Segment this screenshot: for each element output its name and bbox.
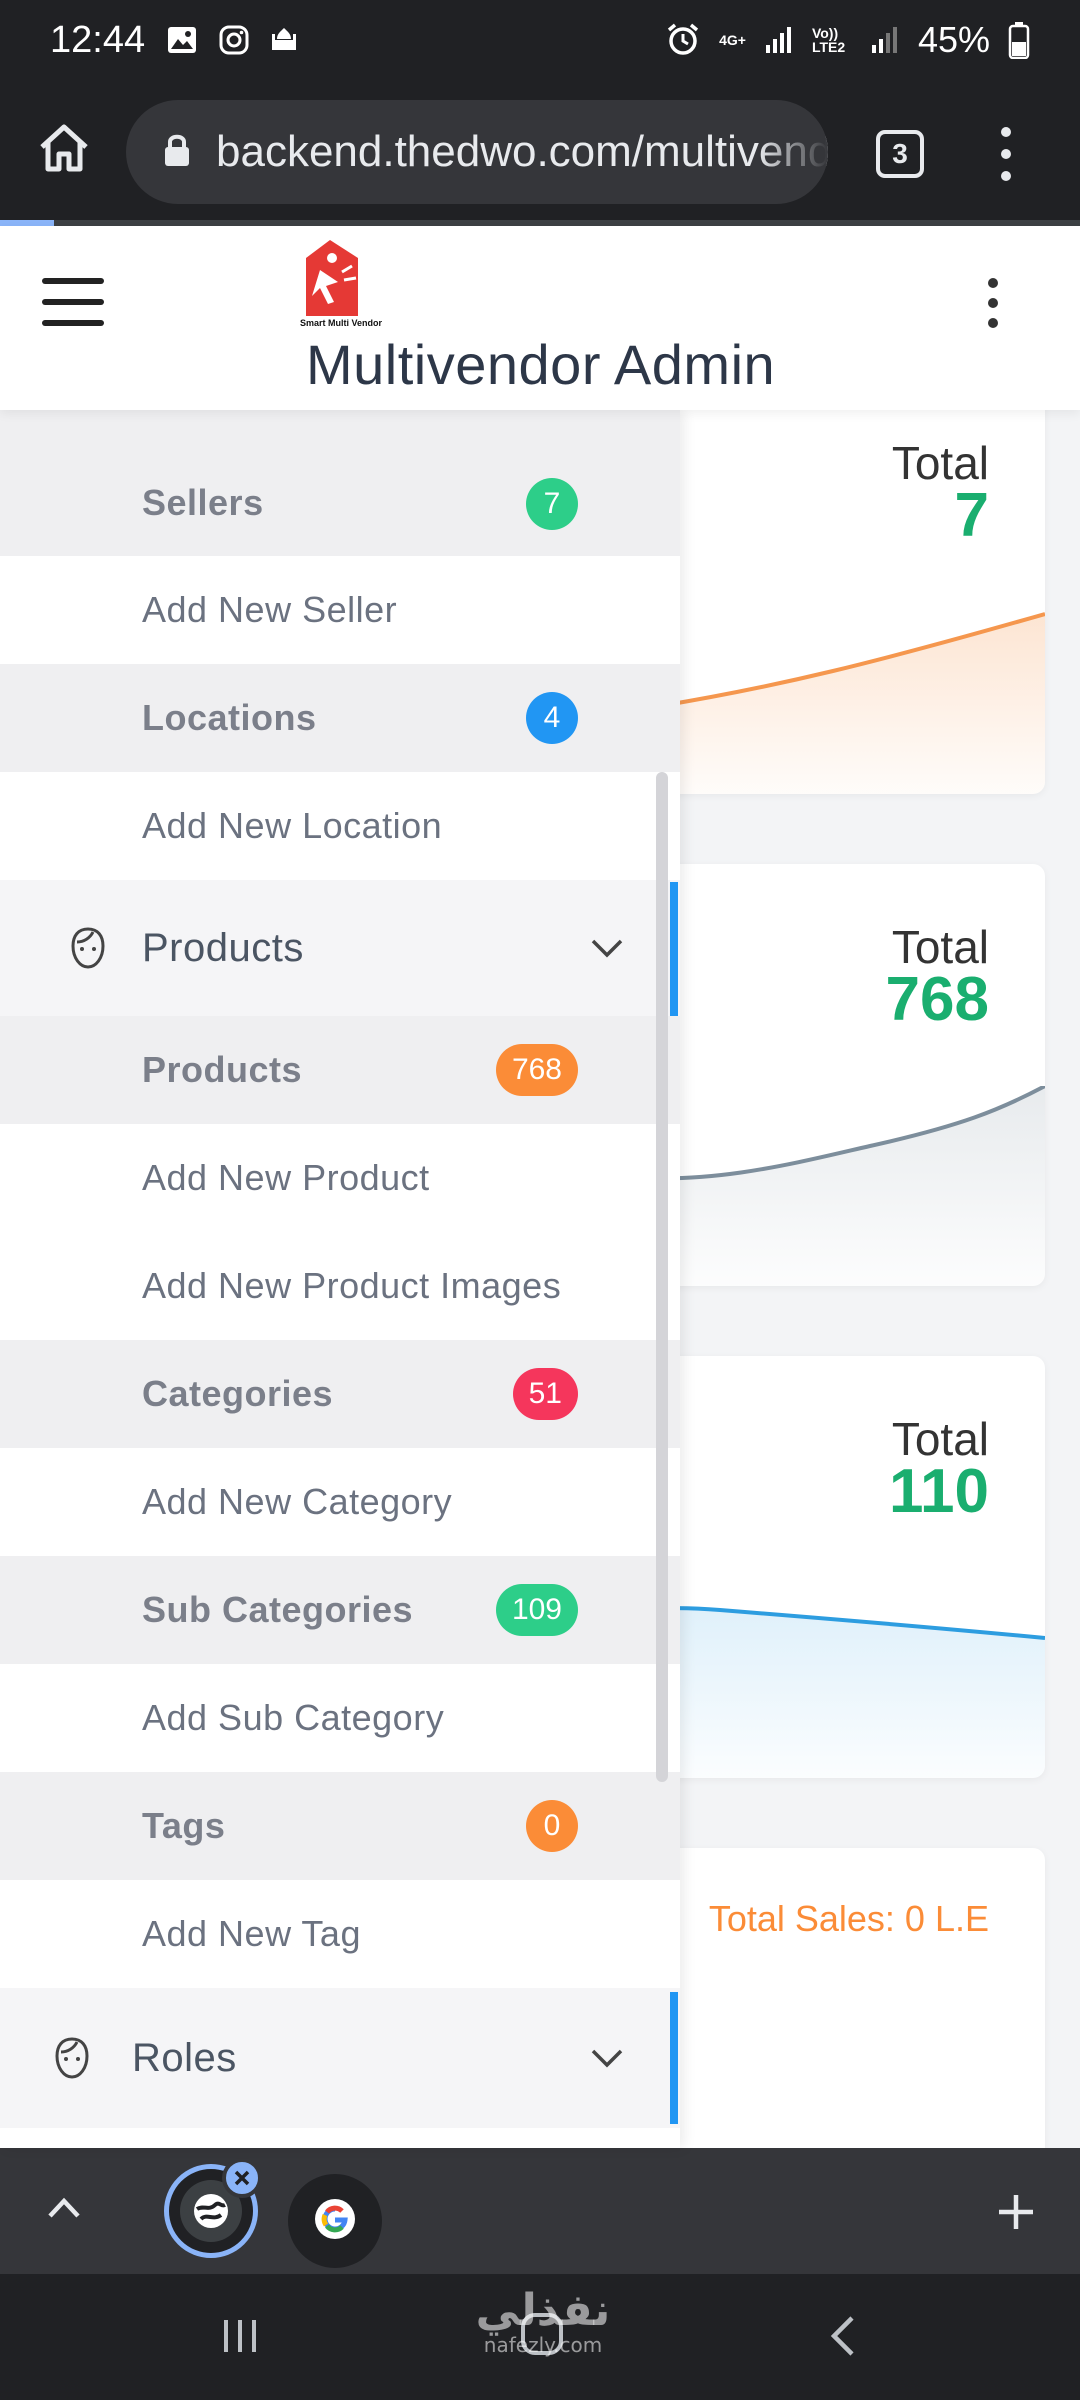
sidebar-item-add-new-seller[interactable]: Add New Seller <box>0 556 680 664</box>
stat-card-label: Total <box>891 1413 989 1465</box>
sidebar-item-add-new-product-images[interactable]: Add New Product Images <box>0 1232 680 1340</box>
page-title: Multivendor Admin <box>306 333 776 396</box>
browser-menu-icon[interactable] <box>996 124 1016 184</box>
browser-toolbar: backend.thedwo.com/multivendor 3 <box>0 80 1080 224</box>
alarm-icon <box>665 22 701 58</box>
close-tab-icon[interactable] <box>222 2158 262 2198</box>
sidebar-item-label: Categories <box>142 1373 334 1414</box>
sidebar-section-label: Products <box>142 925 304 970</box>
sidebar-item-add-new-category[interactable]: Add New Category <box>0 1448 680 1556</box>
google-icon <box>314 2198 356 2245</box>
system-home-icon[interactable] <box>520 2312 564 2356</box>
sidebar-section-roles[interactable]: Roles <box>0 1988 680 2128</box>
page-load-progress <box>0 220 1080 226</box>
sidebar-item-label: Products <box>142 1049 303 1090</box>
sidebar-item-add-sub-category[interactable]: Add Sub Category <box>0 1664 680 1772</box>
url-text: backend.thedwo.com/multivendor <box>216 127 828 176</box>
sidebar-item-label: Tags <box>142 1805 226 1846</box>
sidebar-item-locations[interactable]: Locations 4 <box>0 664 680 772</box>
address-bar[interactable]: backend.thedwo.com/multivendor <box>126 100 828 204</box>
stat-card-value: 110 <box>888 1457 989 1526</box>
url-fade <box>758 100 828 204</box>
sidebar-item-label: Sellers <box>142 482 264 523</box>
logo-icon[interactable] <box>296 236 380 336</box>
mosque-icon <box>271 26 297 54</box>
sidebar-item-categories[interactable]: Categories 51 <box>0 1340 680 1448</box>
battery-percent: 45% <box>917 19 990 60</box>
gallery-icon <box>167 26 197 54</box>
sidebar-item-sellers[interactable]: Sellers 7 <box>0 410 680 556</box>
status-bar: 12:44 4G+ Vo)) LTE2 45% <box>0 0 1080 80</box>
battery-icon <box>1008 21 1030 59</box>
instagram-icon <box>219 25 249 55</box>
products-count-badge: 768 <box>495 1044 578 1096</box>
more-options-icon[interactable] <box>986 278 1000 328</box>
locations-count-badge: 4 <box>526 692 578 744</box>
tab-switcher-button[interactable]: 3 <box>876 130 924 178</box>
sidebar-item-sub-categories[interactable]: Sub Categories 109 <box>0 1556 680 1664</box>
categories-count-badge: 51 <box>512 1368 578 1420</box>
roles-section-icon <box>52 2036 92 2080</box>
signal-2-icon <box>870 25 900 55</box>
network-type: 4G+ <box>719 32 746 48</box>
chevron-up-icon[interactable] <box>46 2194 82 2220</box>
sidebar-section-label: Roles <box>132 2035 237 2080</box>
watermark-arabic: نفذلي <box>475 2285 611 2336</box>
active-section-indicator <box>670 1992 678 2124</box>
stat-card-value: 7 <box>954 481 989 550</box>
sidebar-item-label: Add Sub Category <box>142 1697 445 1738</box>
home-icon[interactable] <box>36 120 92 176</box>
signal-icon <box>764 25 794 55</box>
sidebar-scrollbar[interactable] <box>656 772 668 1782</box>
stat-card-label: Total <box>891 437 989 489</box>
sidebar-item-products[interactable]: Products 768 <box>0 1016 680 1124</box>
sidebar-item-label: Add New Category <box>142 1481 453 1522</box>
status-time: 12:44 <box>50 18 146 61</box>
products-section-icon <box>68 926 108 970</box>
sub-categories-count-badge: 109 <box>495 1584 578 1636</box>
total-sales-text: Total Sales: 0 L.E <box>708 1898 989 1939</box>
chevron-down-icon <box>590 938 624 958</box>
new-tab-icon[interactable] <box>996 2192 1036 2232</box>
page-load-progress-fill <box>0 220 54 226</box>
tab-google[interactable] <box>288 2174 382 2268</box>
sidebar-item-label: Add New Location <box>142 805 443 846</box>
system-nav-bar: نفذلي nafezly.com <box>0 2274 1080 2400</box>
sidebar-item-label: Add New Product Images <box>142 1265 562 1306</box>
sidebar-section-products[interactable]: Products <box>0 880 680 1016</box>
active-section-indicator <box>670 882 678 1016</box>
sidebar-item-label: Add New Tag <box>142 1913 361 1954</box>
volte-label: Vo)) LTE2 <box>811 25 846 55</box>
tags-count-badge: 0 <box>526 1800 578 1852</box>
watermark: نفذلي nafezly.com <box>468 2285 618 2357</box>
sellers-count-badge: 7 <box>526 478 578 530</box>
sidebar-item-label: Locations <box>142 697 317 738</box>
stat-card-label: Total <box>891 921 989 973</box>
watermark-latin: nafezly.com <box>483 2333 603 2357</box>
logo-caption: Smart Multi Vendor <box>299 318 382 328</box>
sidebar-item-label: Add New Seller <box>142 589 398 630</box>
app-header: Smart Multi Vendor Multivendor Admin <box>0 226 1080 410</box>
sidebar-item-tags[interactable]: Tags 0 <box>0 1772 680 1880</box>
sidebar-item-label: Sub Categories <box>142 1589 414 1630</box>
sidebar: Sellers 7 Add New Seller Locations 4 Add… <box>0 410 680 2148</box>
sidebar-item-label: Add New Product <box>142 1157 430 1198</box>
lock-icon <box>162 132 192 173</box>
menu-toggle-icon[interactable] <box>42 278 104 328</box>
browser-tab-strip <box>0 2148 1080 2274</box>
chevron-down-icon <box>590 2048 624 2068</box>
sidebar-item-add-new-location[interactable]: Add New Location <box>0 772 680 880</box>
stat-card-value: 768 <box>885 965 989 1034</box>
sidebar-item-add-new-product[interactable]: Add New Product <box>0 1124 680 1232</box>
sidebar-item-add-new-tag[interactable]: Add New Tag <box>0 1880 680 1988</box>
back-icon[interactable] <box>828 2314 858 2358</box>
recents-icon[interactable] <box>220 2316 260 2356</box>
